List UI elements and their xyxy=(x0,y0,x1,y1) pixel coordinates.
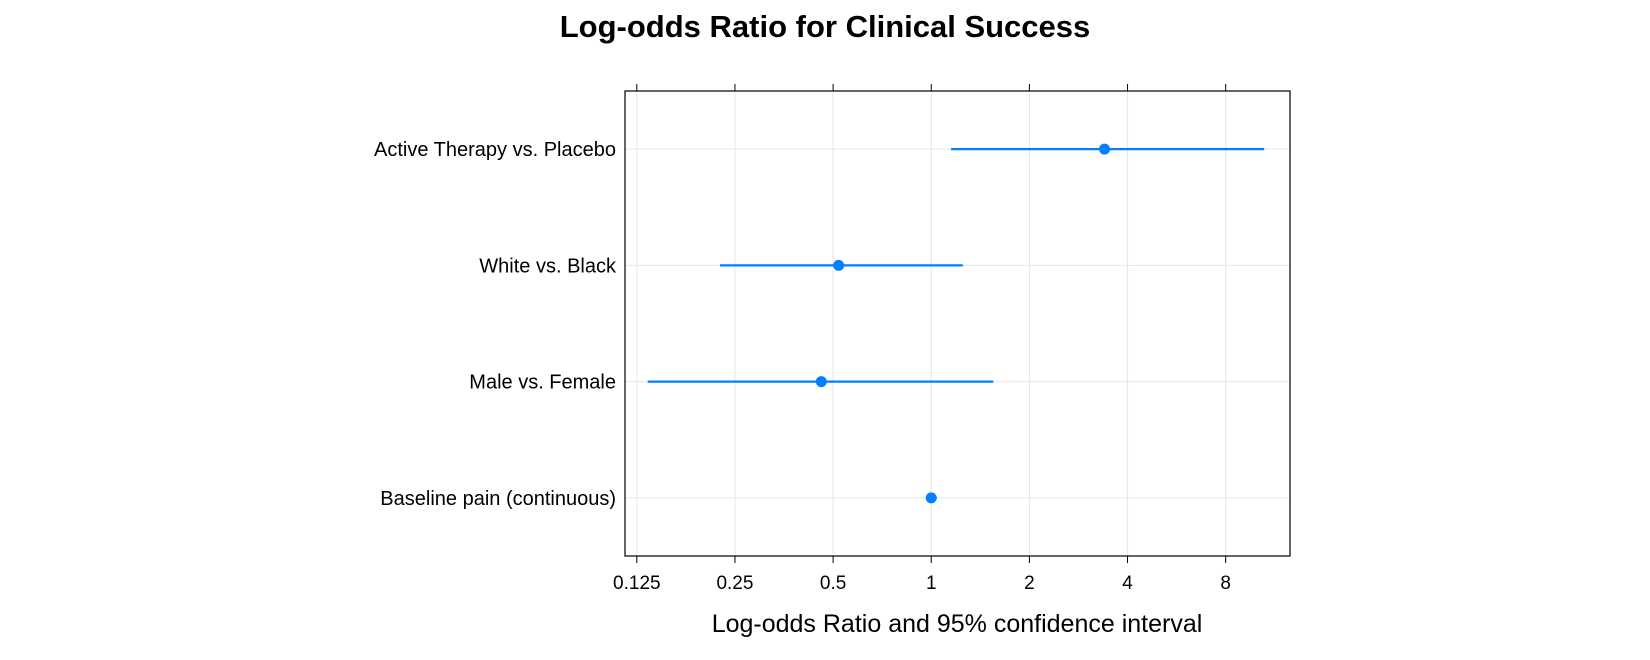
y-category-label: Male vs. Female xyxy=(469,372,616,394)
x-tick-label: 2 xyxy=(1024,573,1035,594)
chart-title: Log-odds Ratio for Clinical Success xyxy=(560,9,1091,44)
data-layer xyxy=(647,143,1265,504)
label-layer: Active Therapy vs. Placebo White vs. Blac… xyxy=(374,139,617,510)
x-tick-label: 8 xyxy=(1220,573,1231,594)
estimate-point xyxy=(815,376,827,388)
estimate-point xyxy=(1099,143,1111,155)
x-axis-label: Log-odds Ratio and 95% confidence interv… xyxy=(712,610,1203,638)
y-category-label: White vs. Black xyxy=(479,255,617,277)
grid-layer xyxy=(625,91,1290,556)
tick-layer: 0.125 0.25 0.5 1 2 4 8 xyxy=(613,84,1231,594)
x-tick-label: 4 xyxy=(1122,573,1133,594)
y-category-label: Baseline pain (continuous) xyxy=(380,488,616,510)
estimate-point xyxy=(925,492,937,504)
x-tick-label: 1 xyxy=(926,573,937,594)
y-category-label: Active Therapy vs. Placebo xyxy=(374,139,616,161)
x-tick-label: 0.5 xyxy=(820,573,846,594)
x-tick-label: 0.125 xyxy=(613,573,661,594)
plot-panel-border xyxy=(624,90,1291,557)
x-tick-label: 0.25 xyxy=(716,573,753,594)
estimate-point xyxy=(833,259,845,271)
